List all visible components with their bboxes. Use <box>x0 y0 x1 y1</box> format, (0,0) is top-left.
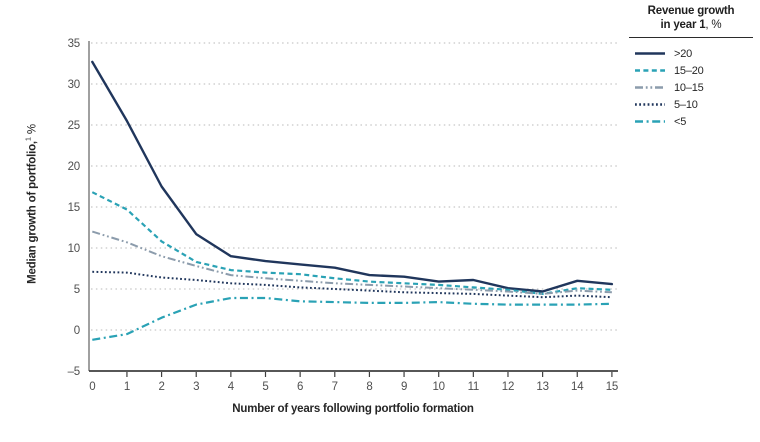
y-tick-label-30: 30 <box>68 79 80 91</box>
legend-item-10-15: 10–15 <box>627 79 755 96</box>
y-tick-label-25: 25 <box>68 120 80 132</box>
x-tick-label-3: 3 <box>193 381 199 393</box>
legend-swatch-lt5-icon <box>635 120 665 123</box>
y-axis-title-bold: Median growth of portfolio, <box>26 141 39 284</box>
legend-swatch-15-20-icon <box>635 69 665 72</box>
x-tick-label-10: 10 <box>432 381 444 393</box>
x-tick-label-13: 13 <box>536 381 548 393</box>
legend-item-lt5: <5 <box>627 113 755 130</box>
y-tick-label-15: 15 <box>68 202 80 214</box>
y-tick-label-35: 35 <box>68 38 80 50</box>
x-axis-title: Number of years following portfolio form… <box>232 403 474 415</box>
x-tick-label-14: 14 <box>571 381 584 393</box>
x-tick-label-15: 15 <box>606 381 618 393</box>
legend-title-line1: Revenue growth <box>647 5 735 17</box>
y-tick-label-10: 10 <box>68 243 80 255</box>
x-tick-label-11: 11 <box>468 381 480 393</box>
legend-item-15-20: 15–20 <box>627 62 755 79</box>
x-tick-label-8: 8 <box>366 381 372 393</box>
legend-swatch-5-10-icon <box>635 103 665 106</box>
legend-label-lt5: <5 <box>674 115 687 128</box>
x-tick-label-6: 6 <box>297 381 303 393</box>
legend-item-gt20: >20 <box>627 45 755 62</box>
legend-divider <box>629 37 753 38</box>
y-tick-label-0: 0 <box>74 325 80 337</box>
y-axis-footnote-marker: 1 <box>23 137 33 142</box>
x-tick-label-0: 0 <box>89 381 95 393</box>
x-tick-label-5: 5 <box>262 381 268 393</box>
legend-swatch-gt20-icon <box>635 52 665 55</box>
x-tick-label-1: 1 <box>124 381 130 393</box>
x-tick-label-2: 2 <box>158 381 164 393</box>
legend-swatch-10-15-icon <box>635 86 665 89</box>
y-tick-label-5: 5 <box>74 284 80 296</box>
series-line-lt5 <box>92 296 612 341</box>
legend-title-unit: , % <box>705 19 722 31</box>
series-line-10-15 <box>92 230 612 295</box>
legend-label-5-10: 5–10 <box>674 98 698 111</box>
series-line-5-10 <box>92 270 612 299</box>
x-tick-label-9: 9 <box>401 381 407 393</box>
legend-title-line2: in year 1 <box>660 19 706 31</box>
x-tick-label-4: 4 <box>228 381 235 393</box>
legend-title: Revenue growth in year 1, % <box>627 4 755 32</box>
legend: Revenue growth in year 1, % >20 15–20 10–1… <box>627 4 755 130</box>
legend-label-15-20: 15–20 <box>674 64 704 77</box>
legend-label-10-15: 10–15 <box>674 81 704 94</box>
legend-label-gt20: >20 <box>674 47 693 60</box>
x-tick-label-7: 7 <box>332 381 338 393</box>
x-tick-label-12: 12 <box>502 381 514 393</box>
legend-items: >20 15–20 10–15 5–10 <5 <box>627 45 755 130</box>
y-axis-title: Median growth of portfolio,1 % <box>24 124 39 284</box>
y-tick-label--5: –5 <box>68 366 80 378</box>
y-tick-label-20: 20 <box>68 161 80 173</box>
y-axis-title-unit: % <box>26 124 39 138</box>
legend-item-5-10: 5–10 <box>627 96 755 113</box>
series-line-gt20 <box>91 60 614 293</box>
